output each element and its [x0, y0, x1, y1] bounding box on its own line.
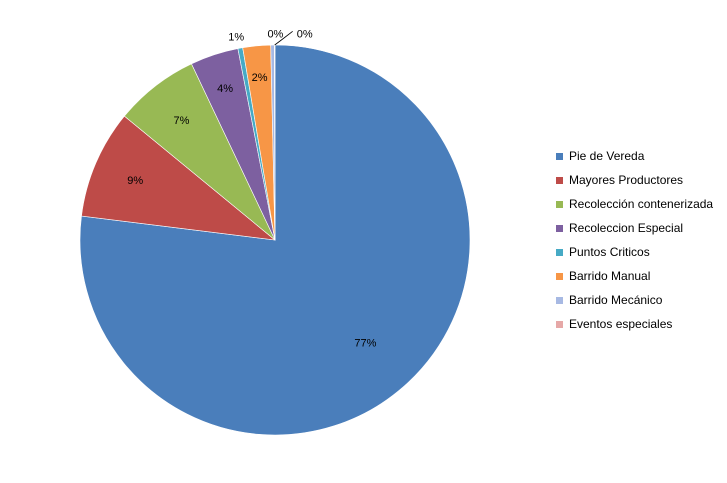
data-label: 4%: [217, 83, 233, 95]
data-label: 0%: [267, 28, 283, 40]
leader-line: [274, 30, 293, 46]
legend-swatch: [556, 176, 563, 184]
legend-label: Puntos Criticos: [569, 245, 650, 259]
legend-swatch: [556, 224, 563, 232]
legend-swatch: [556, 152, 563, 160]
data-label: 9%: [127, 175, 143, 187]
legend-item-barrido-manual: Barrido Manual: [556, 264, 713, 288]
legend-swatch: [556, 200, 563, 208]
legend-item-mayores-productores: Mayores Productores: [556, 168, 713, 192]
legend-label: Mayores Productores: [569, 173, 684, 187]
legend-item-recoleccion-contenerizada: Recolección contenerizada: [556, 192, 713, 216]
data-label: 7%: [173, 115, 189, 127]
pie-slice: [79, 44, 471, 436]
legend-item-recoleccion-especial: Recoleccion Especial: [556, 216, 713, 240]
legend-swatch: [556, 272, 563, 280]
data-label: 77%: [354, 337, 376, 349]
legend-label: Barrido Manual: [569, 269, 651, 283]
legend-label: Recolección contenerizada: [569, 197, 714, 211]
legend-label: Recoleccion Especial: [569, 221, 684, 235]
legend-label: Eventos especiales: [569, 317, 673, 331]
legend-item-barrido-mecanico: Barrido Mecánico: [556, 288, 713, 312]
legend-swatch: [556, 248, 563, 256]
legend-swatch: [556, 296, 563, 304]
legend-label: Pie de Vereda: [569, 149, 645, 163]
data-label: 1%: [228, 32, 244, 44]
legend-item-eventos-especiales: Eventos especiales: [556, 312, 713, 336]
legend-item-puntos-criticos: Puntos Criticos: [556, 240, 713, 264]
legend-swatch: [556, 320, 563, 328]
data-label: 0%: [297, 28, 313, 40]
legend-label: Barrido Mecánico: [569, 293, 663, 307]
data-label: 2%: [252, 72, 268, 84]
legend: Pie de Vereda Mayores Productores Recole…: [556, 144, 713, 336]
pie-slice: [81, 115, 276, 241]
legend-item-pie-de-vereda: Pie de Vereda: [556, 144, 713, 168]
